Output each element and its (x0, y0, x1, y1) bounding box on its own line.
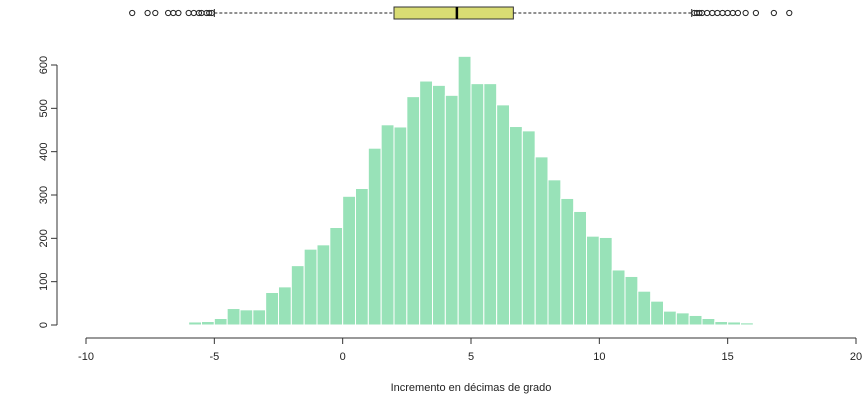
histogram-bar (701, 318, 716, 326)
histogram-bar (380, 124, 395, 326)
x-tick-label: -5 (209, 351, 219, 363)
boxplot-outlier (770, 9, 777, 17)
histogram-bar (598, 236, 613, 326)
x-tick-label: 15 (722, 351, 734, 363)
histogram-bar (265, 292, 279, 326)
boxplot-outlier (696, 9, 703, 17)
histogram-bar (329, 227, 344, 326)
histogram-bar (444, 94, 459, 326)
histogram-bar (483, 83, 498, 326)
histogram-bar (637, 290, 652, 326)
y-tick-label: 200 (38, 229, 50, 247)
boxplot-outlier (190, 9, 197, 17)
histogram-bar (419, 80, 433, 326)
boxplot-outlier (206, 9, 213, 17)
histogram-bar (573, 210, 588, 326)
boxplot-outlier (704, 9, 711, 17)
histogram-bar (342, 195, 356, 326)
boxplot-outlier (709, 9, 716, 17)
histogram-bar (367, 147, 382, 326)
histogram-bar (239, 309, 254, 326)
boxplot (129, 6, 793, 20)
boxplot-outlier (734, 9, 742, 17)
boxplot-outlier (724, 9, 731, 17)
x-axis: -10 -5 0 5 10 15 20 (78, 337, 862, 363)
histogram-bar (406, 96, 421, 326)
y-axis: 0 100 200 300 400 500 600 (38, 56, 58, 328)
x-tick-label: -10 (78, 351, 94, 363)
x-tick-label: 10 (593, 351, 605, 363)
histogram-bar (547, 179, 562, 326)
histogram-bar (624, 275, 639, 326)
histogram-bar (675, 312, 690, 326)
histogram-bar (650, 300, 665, 326)
y-tick-label: 600 (38, 56, 50, 74)
x-tick-label: 0 (340, 351, 346, 363)
histogram-bar (560, 197, 575, 326)
histogram-bar (213, 318, 228, 326)
histogram-bar (303, 248, 318, 326)
boxplot-outlier (152, 9, 159, 17)
histogram-bar (393, 126, 408, 326)
y-tick-label: 400 (38, 142, 50, 160)
boxplot-outlier (729, 9, 736, 17)
x-tick-label: 5 (468, 351, 474, 363)
histogram-bar (611, 269, 626, 326)
boxplot-outlier (208, 9, 215, 17)
boxplot-outlier (786, 9, 793, 17)
histogram-bar (316, 244, 331, 326)
histogram-bar (278, 286, 292, 326)
y-tick-label: 0 (38, 322, 50, 328)
y-tick-label: 300 (38, 186, 50, 204)
boxplot-outlier (714, 9, 721, 17)
histogram-bar (457, 55, 472, 326)
histogram-bars (188, 55, 754, 326)
histogram-bar (534, 156, 549, 326)
boxplot-outlier (742, 9, 749, 17)
histogram-bar (586, 235, 600, 326)
histogram-bar (355, 188, 369, 326)
boxplot-outlier (165, 9, 172, 17)
histogram-bar (509, 126, 523, 326)
histogram-bar (740, 322, 754, 326)
histogram-bar (521, 130, 536, 326)
histogram-bar (663, 310, 677, 326)
boxplot-outlier (129, 9, 136, 17)
histogram-bar (188, 321, 203, 326)
y-tick-label: 100 (38, 272, 50, 290)
boxplot-outlier (195, 9, 203, 17)
histogram-bar (290, 265, 305, 326)
histogram-bar (252, 309, 267, 326)
boxplot-outlier (144, 9, 151, 17)
boxplot-outlier (719, 9, 726, 17)
histogram-bar (432, 84, 446, 326)
x-axis-label: Incremento en décimas de grado (391, 382, 552, 394)
histogram-bar (714, 321, 729, 326)
histogram-bar (201, 321, 215, 326)
boxplot-outlier (175, 9, 182, 17)
histogram-bar (226, 308, 241, 326)
histogram-bar (688, 314, 703, 326)
boxplot-outlier (752, 9, 760, 17)
x-tick-label: 20 (850, 351, 862, 363)
histogram-bar (470, 83, 485, 326)
boxplot-box (393, 6, 514, 20)
histogram-bar (727, 321, 742, 326)
boxplot-outlier (170, 9, 177, 17)
y-tick-label: 500 (38, 99, 50, 117)
histogram-bar (496, 104, 510, 326)
boxplot-outlier (185, 9, 192, 17)
